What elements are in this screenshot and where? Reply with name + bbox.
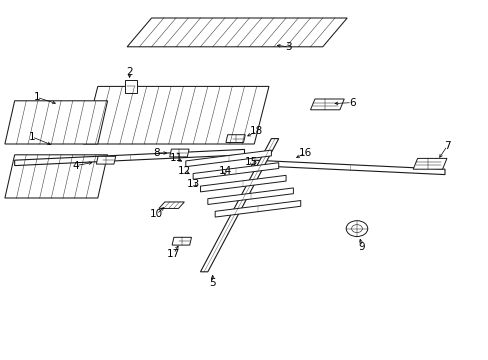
Polygon shape [207, 188, 293, 204]
Polygon shape [5, 155, 107, 198]
Polygon shape [125, 80, 136, 93]
Polygon shape [83, 86, 268, 144]
Text: 2: 2 [126, 67, 133, 77]
Text: 17: 17 [166, 249, 180, 259]
Text: 1: 1 [28, 132, 35, 142]
Polygon shape [193, 163, 278, 179]
Polygon shape [215, 201, 300, 217]
Polygon shape [412, 158, 446, 169]
Polygon shape [200, 139, 278, 272]
Polygon shape [310, 99, 344, 110]
Text: 5: 5 [209, 278, 216, 288]
Text: 15: 15 [244, 157, 258, 167]
Text: 6: 6 [348, 98, 355, 108]
Polygon shape [5, 101, 107, 144]
Polygon shape [225, 135, 245, 143]
Text: 3: 3 [285, 42, 291, 52]
Text: 10: 10 [150, 209, 163, 219]
Text: 8: 8 [153, 148, 160, 158]
Text: 12: 12 [178, 166, 191, 176]
Circle shape [346, 221, 367, 237]
Polygon shape [96, 156, 116, 164]
Polygon shape [127, 18, 346, 47]
Text: 14: 14 [218, 166, 231, 176]
Text: 13: 13 [186, 179, 200, 189]
Text: 18: 18 [249, 126, 263, 136]
Polygon shape [200, 175, 285, 192]
Text: 11: 11 [169, 153, 183, 163]
Polygon shape [254, 160, 444, 175]
Text: 7: 7 [443, 141, 450, 151]
Text: 4: 4 [72, 161, 79, 171]
Polygon shape [169, 149, 189, 157]
Polygon shape [185, 150, 271, 167]
Polygon shape [159, 202, 184, 208]
Text: 9: 9 [358, 242, 365, 252]
Text: 16: 16 [298, 148, 312, 158]
Text: 1: 1 [33, 92, 40, 102]
Polygon shape [15, 149, 244, 166]
Polygon shape [172, 237, 191, 245]
